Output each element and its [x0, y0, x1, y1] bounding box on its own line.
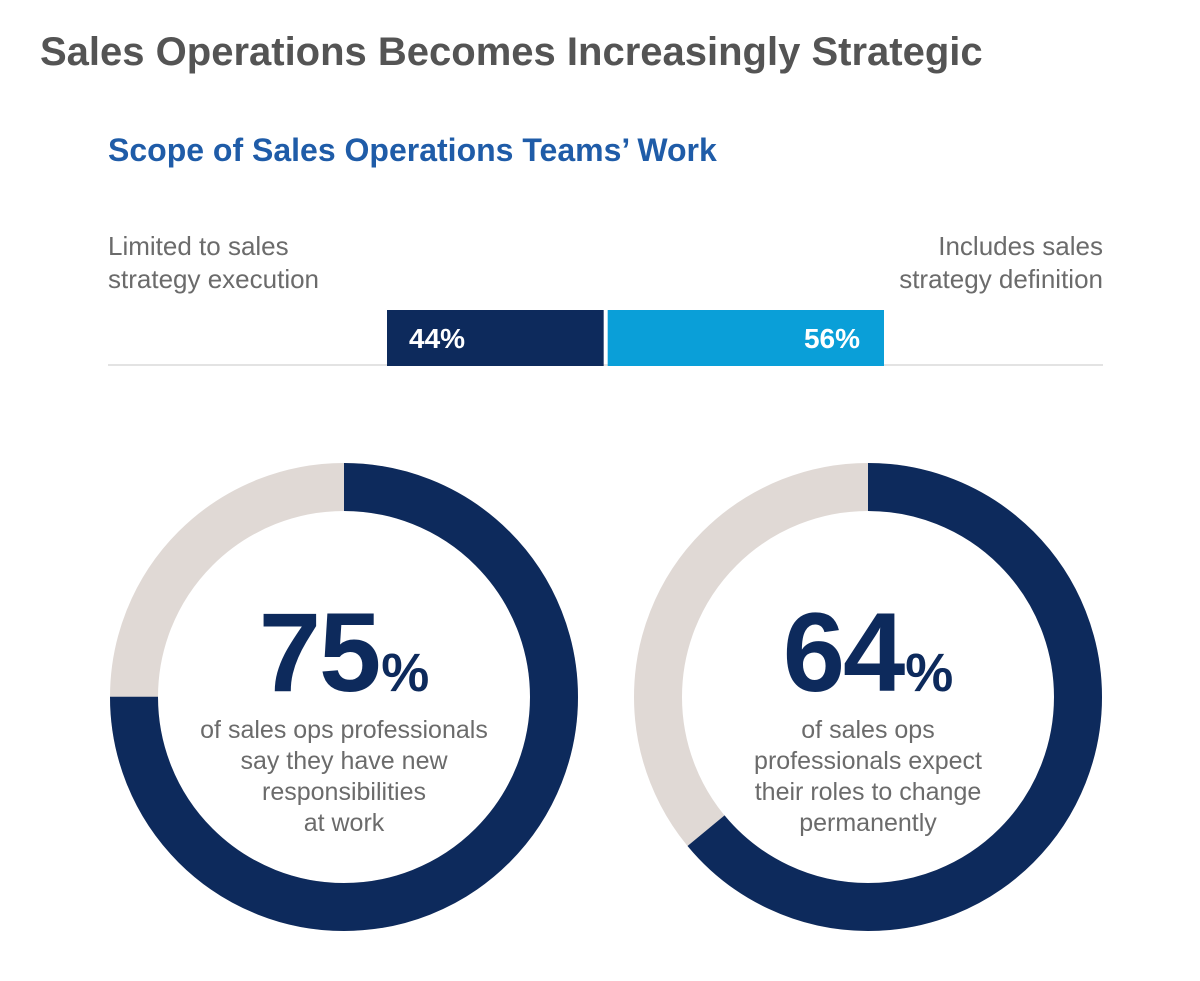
bar-right-label: Includes sales strategy definition: [899, 230, 1103, 296]
donut-description: of sales ops professionals expect their …: [634, 715, 1102, 839]
donut-chart-role-change: 64% of sales ops professionals expect th…: [634, 463, 1102, 931]
donut-value-arc: [110, 463, 578, 931]
stacked-bar-chart: 44% 56%: [387, 310, 884, 366]
donut-description-line: say they have new: [240, 747, 448, 775]
donut-description-line: permanently: [799, 809, 937, 837]
bar-segment-label: 44%: [409, 323, 465, 354]
bar-segment: [387, 310, 604, 366]
donut-description-line: responsibilities: [262, 778, 426, 806]
donut-description-line: of sales ops professionals: [200, 716, 488, 744]
donut-description-line: their roles to change: [754, 778, 982, 806]
bar-right-label-line: Includes sales: [938, 231, 1103, 261]
bar-chart-title: Scope of Sales Operations Teams’ Work: [108, 132, 717, 168]
donut-ring: [110, 463, 578, 931]
bar-left-label-line: Limited to sales: [108, 231, 289, 261]
bar-left-label: Limited to sales strategy execution: [108, 230, 319, 296]
donut-unit: %: [381, 643, 430, 703]
donut-value: 75: [258, 590, 382, 715]
donut-ring: [634, 463, 1102, 931]
bar-segment-label: 56%: [804, 323, 860, 354]
donut-unit: %: [905, 643, 954, 703]
donut-description-line: of sales ops: [801, 716, 935, 744]
bar-segment: [607, 310, 884, 366]
donut-description: of sales ops professionals say they have…: [110, 715, 578, 839]
donut-description-line: at work: [303, 809, 385, 837]
page-title: Sales Operations Becomes Increasingly St…: [40, 30, 983, 74]
donut-value: 64: [782, 590, 906, 715]
donut-value-arc: [634, 463, 1102, 931]
donut-description-line: professionals expect: [754, 747, 982, 775]
bar-right-label-line: strategy definition: [899, 264, 1103, 294]
donut-chart-responsibilities: 75% of sales ops professionals say they …: [110, 463, 578, 931]
bar-left-label-line: strategy execution: [108, 264, 320, 294]
bar-baseline: [108, 364, 1103, 366]
